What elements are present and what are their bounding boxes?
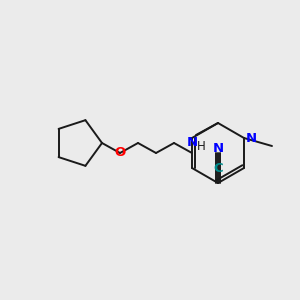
Text: N: N bbox=[186, 136, 198, 148]
Text: C: C bbox=[213, 161, 223, 175]
Text: N: N bbox=[212, 142, 224, 154]
Text: O: O bbox=[114, 146, 126, 160]
Text: H: H bbox=[196, 140, 206, 152]
Text: N: N bbox=[245, 131, 256, 145]
